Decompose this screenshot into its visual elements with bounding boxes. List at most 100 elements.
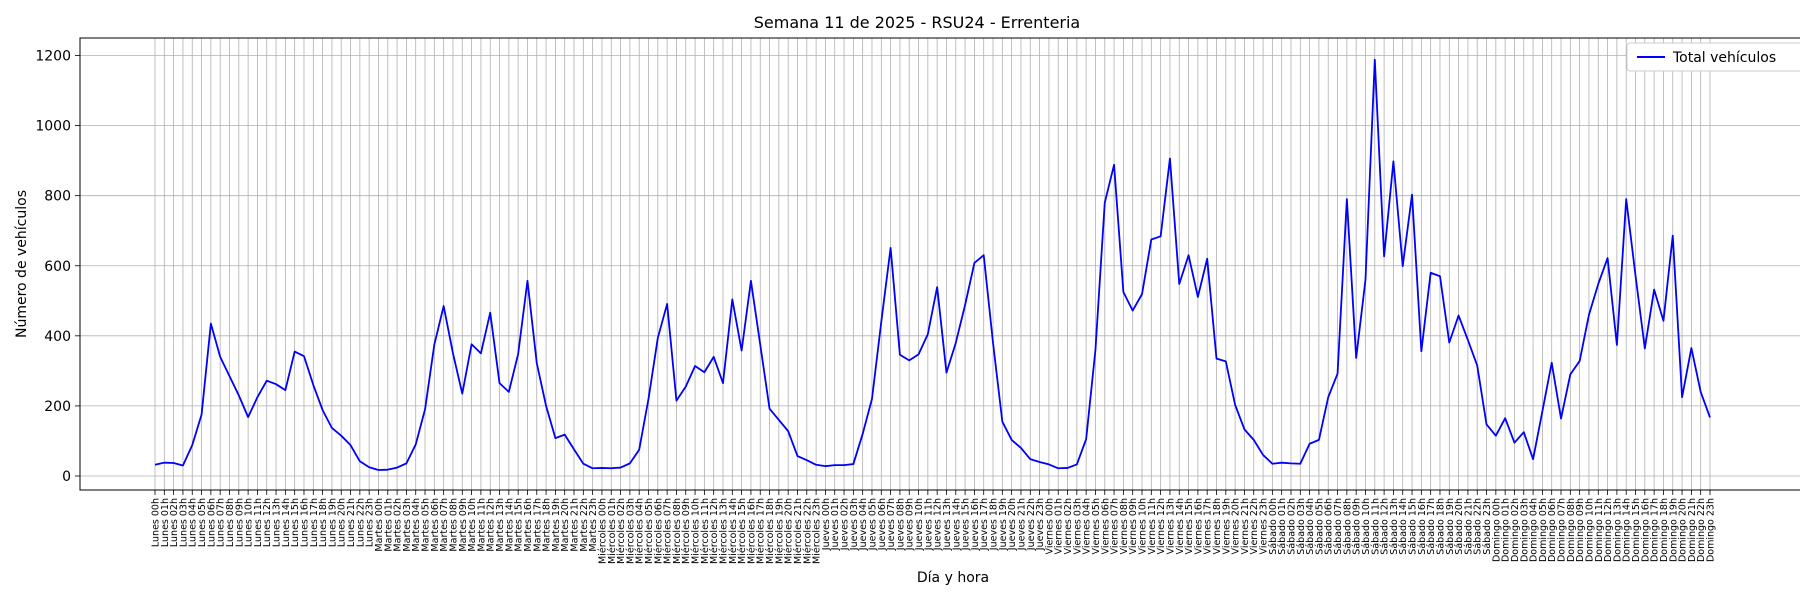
x-tick-label: Jueves 05h	[867, 498, 878, 551]
x-tick-label: Lunes 14h	[281, 498, 292, 547]
x-tick-label: Domingo 16h	[1640, 498, 1651, 562]
x-tick-label: Jueves 14h	[951, 498, 962, 551]
x-tick-label: Lunes 15h	[290, 498, 301, 547]
x-tick-label: Lunes 09h	[234, 498, 245, 547]
legend-box	[1626, 42, 1800, 72]
x-tick-label: Sábado 08h	[1342, 498, 1353, 555]
x-tick-label: Sábado 21h	[1463, 498, 1474, 555]
x-tick-label: Martes 03h	[402, 498, 413, 552]
x-tick-label: Domingo 01h	[1501, 498, 1512, 562]
x-tick-label: Miércoles 21h	[793, 498, 804, 564]
x-tick-label: Martes 19h	[551, 498, 562, 552]
x-tick-label: Viernes 22h	[1249, 498, 1260, 554]
x-tick-label: Lunes 12h	[262, 498, 273, 547]
x-tick-label: Domingo 02h	[1510, 498, 1521, 562]
x-tick-label: Viernes 09h	[1128, 498, 1139, 554]
x-tick-label: Jueves 20h	[1007, 498, 1018, 551]
x-tick-label: Sábado 01h	[1277, 498, 1288, 555]
x-tick-label: Domingo 00h	[1491, 498, 1502, 562]
x-tick-label: Lunes 13h	[272, 498, 283, 547]
y-tick-label: 1000	[35, 119, 71, 135]
x-tick-label: Viernes 20h	[1231, 498, 1242, 554]
y-axis-label: Número de vehículos	[14, 190, 30, 338]
x-tick-label: Lunes 02h	[169, 498, 180, 547]
x-tick-label: Jueves 06h	[877, 498, 888, 551]
x-tick-label: Domingo 17h	[1650, 498, 1661, 562]
x-tick-label: Sábado 23h	[1482, 498, 1493, 555]
x-tick-label: Miércoles 14h	[728, 498, 739, 564]
x-tick-label: Jueves 12h	[933, 498, 944, 551]
x-tick-label: Miércoles 08h	[672, 498, 683, 564]
x-tick-label: Jueves 01h	[830, 498, 841, 551]
x-tick-label: Domingo 06h	[1547, 498, 1558, 562]
x-tick-label: Viernes 17h	[1203, 498, 1214, 554]
x-tick-label: Viernes 02h	[1063, 498, 1074, 554]
x-tick-label: Martes 11h	[476, 498, 487, 552]
chart-title: Semana 11 de 2025 - RSU24 - Errenteria	[754, 13, 1080, 32]
x-tick-label: Sábado 07h	[1333, 498, 1344, 555]
x-tick-label: Viernes 18h	[1212, 498, 1223, 554]
x-tick-label: Domingo 10h	[1584, 498, 1595, 562]
x-tick-label: Lunes 07h	[216, 498, 227, 547]
x-tick-label: Domingo 11h	[1594, 498, 1605, 562]
x-tick-label: Sábado 14h	[1398, 498, 1409, 555]
x-tick-label: Sábado 02h	[1286, 498, 1297, 555]
x-tick-label: Viernes 05h	[1091, 498, 1102, 554]
plot-frame	[79, 37, 1800, 491]
x-tick-label: Sábado 09h	[1352, 498, 1363, 555]
x-tick-label: Miércoles 13h	[718, 498, 729, 564]
x-axis-label: Día y hora	[917, 570, 989, 586]
x-tick-label: Jueves 11h	[923, 498, 934, 551]
x-tick-label: Miércoles 01h	[607, 498, 618, 564]
x-tick-label: Martes 13h	[495, 498, 506, 552]
x-grid	[154, 38, 1711, 490]
x-tick-label: Domingo 18h	[1659, 498, 1670, 562]
x-tick-label: Jueves 17h	[979, 498, 990, 551]
x-tick-label: Miércoles 22h	[802, 498, 813, 564]
x-tick-label: Sábado 04h	[1305, 498, 1316, 555]
x-tick-label: Jueves 15h	[961, 498, 972, 551]
x-tick-label: Sábado 05h	[1314, 498, 1325, 555]
x-tick-label: Sábado 16h	[1417, 498, 1428, 555]
x-tick-label: Lunes 22h	[355, 498, 366, 547]
x-tick-label: Martes 20h	[560, 498, 571, 552]
x-tick-label: Lunes 06h	[206, 498, 217, 547]
x-tick-label: Domingo 09h	[1575, 498, 1586, 562]
x-tick-label: Jueves 21h	[1016, 498, 1027, 551]
x-tick-label: Sábado 12h	[1380, 498, 1391, 555]
x-tick-label: Lunes 17h	[309, 498, 320, 547]
x-tick-label: Viernes 10h	[1138, 498, 1149, 554]
x-tick-label: Martes 23h	[588, 498, 599, 552]
x-tick-label: Viernes 23h	[1259, 498, 1270, 554]
x-tick-label: Lunes 18h	[318, 498, 329, 547]
y-tick-label: 1200	[35, 49, 71, 65]
x-tick-label: Martes 15h	[514, 498, 525, 552]
y-tick-label: 600	[44, 259, 71, 275]
x-tick-label: Lunes 23h	[365, 498, 376, 547]
x-tick-label: Miércoles 16h	[746, 498, 757, 564]
x-tick-label: Miércoles 09h	[681, 498, 692, 564]
x-tick-label: Lunes 11h	[253, 498, 264, 547]
x-tick-label: Sábado 19h	[1445, 498, 1456, 555]
x-tick-label: Domingo 04h	[1529, 498, 1540, 562]
x-tick-label: Miércoles 12h	[709, 498, 720, 564]
series-line	[154, 58, 1711, 471]
x-tick-label: Martes 09h	[458, 498, 469, 552]
x-tick-label: Viernes 07h	[1110, 498, 1121, 554]
x-tick-label: Jueves 04h	[858, 498, 869, 551]
x-tick-label: Lunes 03h	[178, 498, 189, 547]
x-tick-label: Martes 12h	[486, 498, 497, 552]
x-tick-label: Miércoles 17h	[756, 498, 767, 564]
x-tick-label: Miércoles 20h	[784, 498, 795, 564]
x-tick-label: Miércoles 11h	[700, 498, 711, 564]
x-tick-label: Jueves 09h	[905, 498, 916, 551]
x-tick-label: Domingo 20h	[1678, 498, 1689, 562]
x-tick-label: Lunes 05h	[197, 498, 208, 547]
y-grid	[80, 55, 1800, 477]
x-tick-label: Martes 17h	[532, 498, 543, 552]
x-tick-label: Jueves 23h	[1035, 498, 1046, 551]
x-tick-label: Viernes 15h	[1184, 498, 1195, 554]
x-tick-label: Sábado 18h	[1435, 498, 1446, 555]
